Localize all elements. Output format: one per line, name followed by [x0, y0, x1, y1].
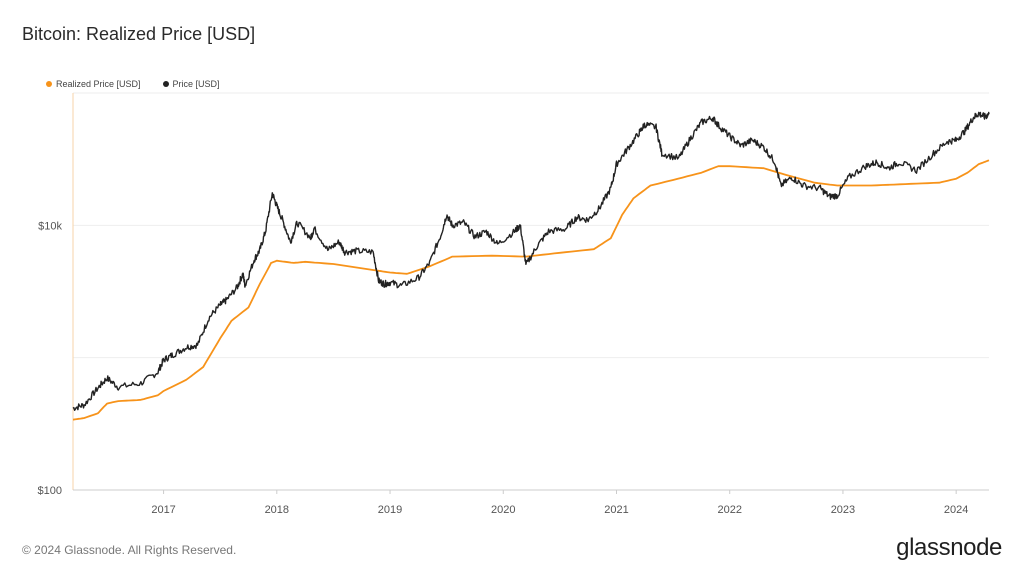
legend-item-price[interactable]: Price [USD] [162, 79, 220, 89]
y-tick-label: $10k [38, 220, 62, 232]
legend-item-realized-price[interactable]: Realized Price [USD] [46, 79, 141, 89]
legend-label-price: Price [USD] [172, 79, 220, 89]
x-tick-label: 2024 [944, 504, 968, 516]
y-tick-label: $100 [38, 485, 62, 497]
legend-marker-price [162, 81, 169, 87]
x-tick-label: 2022 [717, 504, 741, 516]
chart-title: Bitcoin: Realized Price [USD] [22, 24, 256, 44]
x-tick-label: 2019 [378, 504, 402, 516]
glassnode-logo: glassnode [896, 534, 1002, 561]
x-tick-label: 2017 [151, 504, 175, 516]
legend-marker-realized-price [46, 81, 52, 87]
copyright-footer: © 2024 Glassnode. All Rights Reserved. [22, 543, 237, 557]
x-tick-label: 2021 [604, 504, 628, 516]
x-tick-label: 2023 [831, 504, 855, 516]
x-tick-label: 2020 [491, 504, 515, 516]
series-line-price [72, 111, 990, 411]
x-tick-label: 2018 [265, 504, 289, 516]
series-line-realized-price [72, 159, 990, 421]
legend-label-realized-price: Realized Price [USD] [56, 79, 141, 89]
chart-legend: Realized Price [USD] Price [USD] [46, 79, 220, 89]
